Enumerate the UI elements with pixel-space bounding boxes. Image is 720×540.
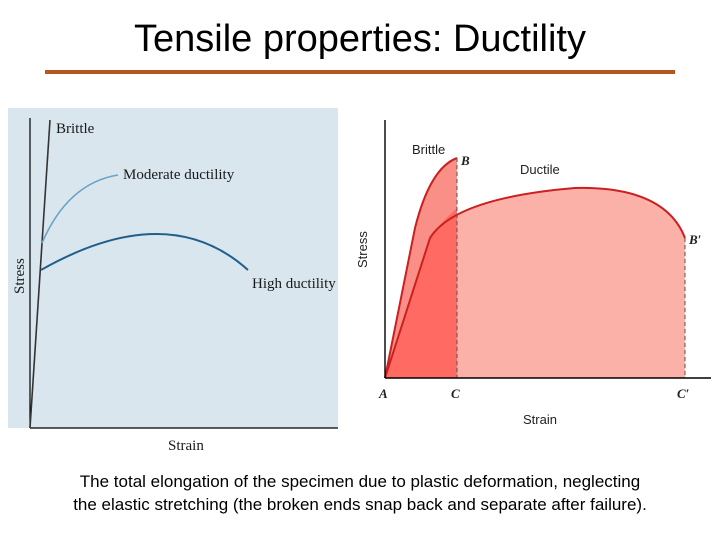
slide-title: Tensile properties: Ductility — [134, 18, 586, 60]
ductility-curves-svg: Brittle Moderate ductility High ductilit… — [8, 108, 338, 454]
high-ductility-label: High ductility — [252, 276, 336, 292]
high-ductility-curve — [40, 233, 249, 271]
y-axis-label: Stress — [12, 258, 28, 294]
brittle-edge — [384, 157, 458, 379]
brittle-label: Brittle — [56, 121, 95, 137]
point-a-label: A — [378, 386, 388, 401]
x-axis-label: Strain — [523, 412, 557, 427]
ductile-region — [385, 187, 685, 378]
point-b-prime-label: B′ — [688, 232, 702, 247]
brittle-label: Brittle — [412, 142, 445, 157]
point-b-label: B — [460, 153, 470, 168]
y-axis-label: Stress — [355, 231, 370, 268]
brittle-vs-ductile-svg: Brittle Ductile B B′ A C C′ Strain Stres… — [355, 120, 711, 427]
brittle-vs-ductile-diagram: Brittle Ductile B B′ A C C′ Strain Stres… — [345, 108, 717, 438]
x-axis-label: Strain — [168, 438, 204, 454]
title-underline — [45, 70, 675, 74]
overlap-region — [385, 208, 457, 378]
caption-line-2: the elastic stretching (the broken ends … — [73, 495, 647, 514]
ductile-label: Ductile — [520, 162, 560, 177]
point-c-label: C — [451, 386, 460, 401]
point-c-prime-label: C′ — [677, 386, 690, 401]
moderate-ductility-label: Moderate ductility — [123, 167, 235, 183]
slide-caption: The total elongation of the specimen due… — [0, 470, 720, 516]
caption-line-1: The total elongation of the specimen due… — [79, 472, 641, 491]
brittle-curve — [29, 119, 51, 429]
ductile-edge — [384, 186, 686, 379]
diagram-background — [8, 108, 338, 428]
ductility-curves-diagram: Brittle Moderate ductility High ductilit… — [8, 108, 338, 458]
moderate-ductility-curve — [41, 174, 119, 244]
